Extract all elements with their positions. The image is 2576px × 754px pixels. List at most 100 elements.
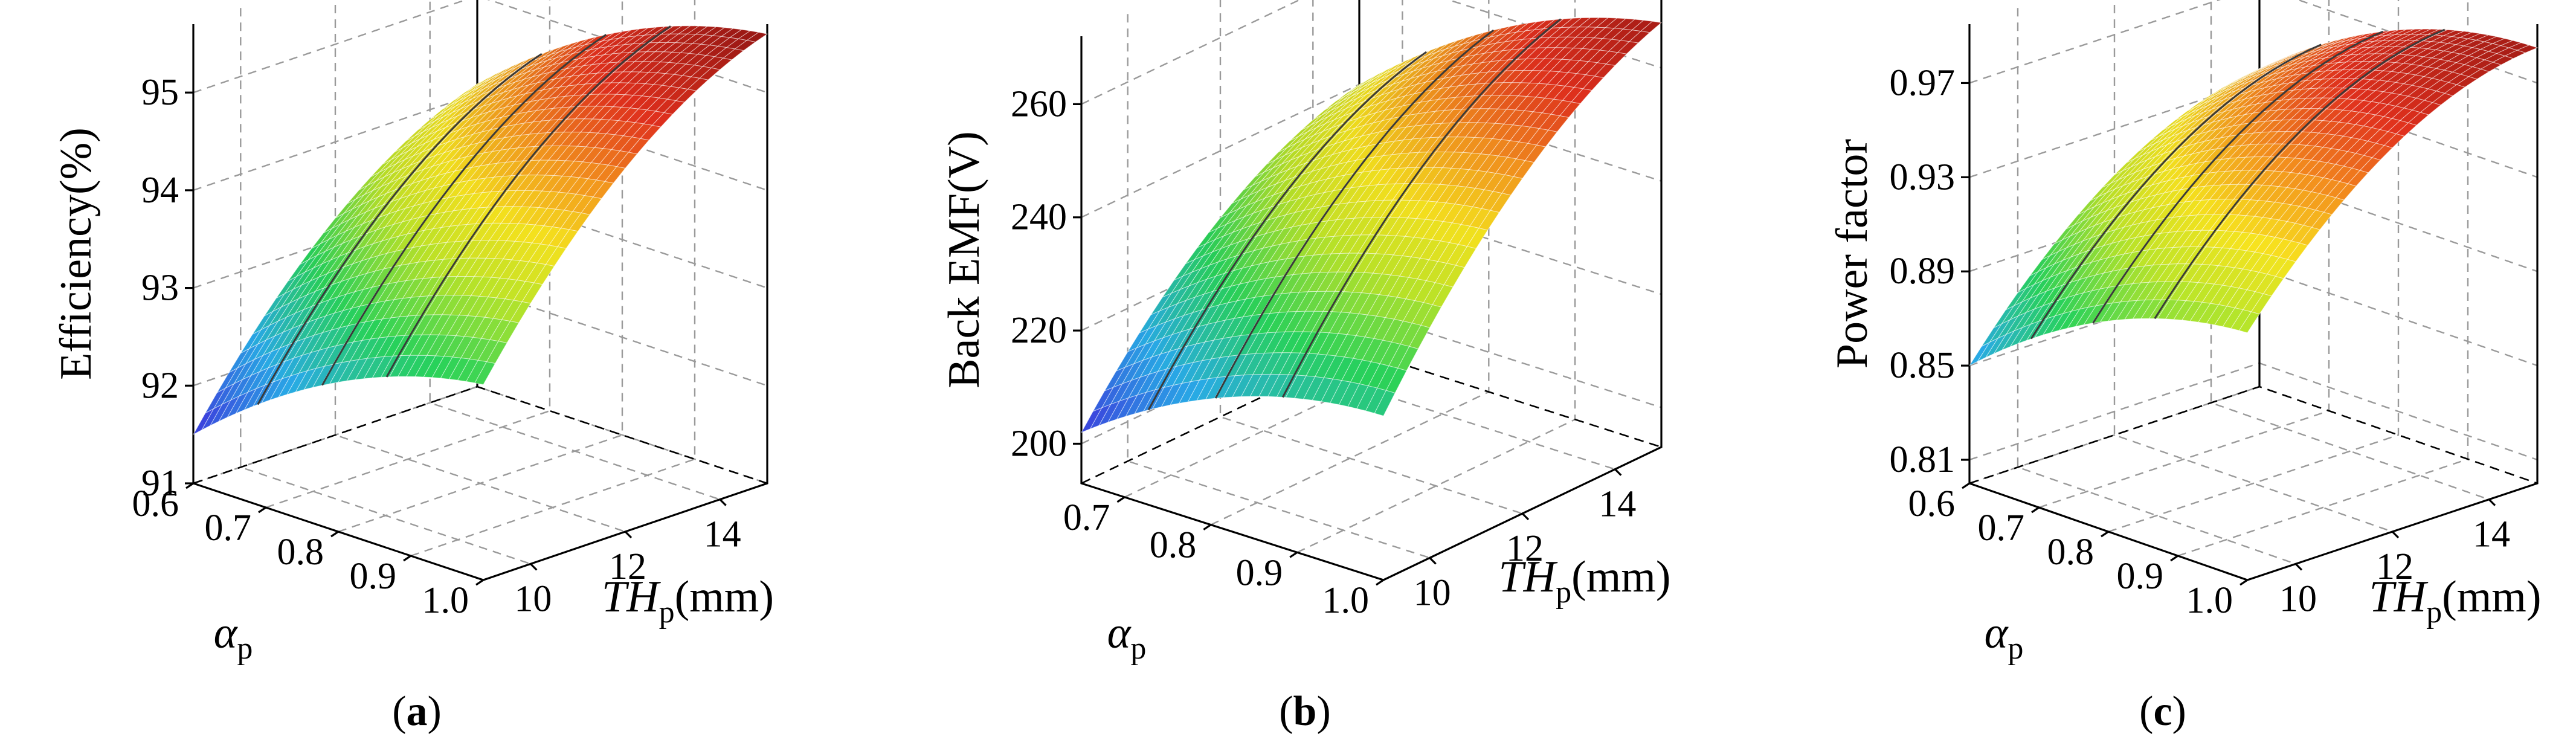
x-tick-label: 1.0 <box>1322 580 1370 621</box>
z-gridline <box>1969 0 2538 84</box>
y-tick <box>2294 563 2303 571</box>
x-tick-label: 0.8 <box>2047 532 2095 573</box>
z-tick-label: 0.89 <box>1890 251 1956 292</box>
surface <box>1080 17 1663 433</box>
y-gridline <box>1127 14 1431 559</box>
x-tick-label: 0.9 <box>350 556 397 597</box>
x-axis-title: αp <box>1985 608 2024 666</box>
axis-titles: Power factor αp THp(mm) <box>1827 139 2542 666</box>
tick-labels: 200 220 240 260 0.7 0.8 0.9 1.0 10 12 14 <box>1011 83 1636 621</box>
x-tick <box>330 530 339 538</box>
z-gridline <box>193 385 768 485</box>
z-axis-title: Power factor <box>1827 139 1877 369</box>
z-tick-label: 0.93 <box>1890 156 1956 198</box>
surface-contour <box>2092 30 2384 324</box>
x-tick-label: 0.7 <box>1978 507 2025 549</box>
surface-contour <box>2030 44 2322 340</box>
y-tick-label: 10 <box>514 578 552 619</box>
y-axis-title: THp(mm) <box>1498 552 1670 610</box>
z-tick-label: 93 <box>141 268 179 309</box>
frame-floor-dashed <box>193 385 768 485</box>
z-tick-label: 0.81 <box>1890 439 1956 480</box>
y-tick <box>1521 512 1530 521</box>
x-tick-label: 1.0 <box>2186 580 2233 621</box>
tick-labels: 91 92 93 94 95 0.6 0.7 0.8 0.9 1.0 10 12 14 <box>132 72 741 621</box>
y-gridline <box>429 0 721 500</box>
frame-floor-dashed <box>1969 385 2538 485</box>
x-tick <box>258 506 266 514</box>
x-axis-title: αp <box>1107 608 1147 666</box>
panel-caption: (c) <box>2139 688 2186 735</box>
x-tick <box>403 555 411 562</box>
surface-contour <box>2154 28 2446 320</box>
x-tick-label: 0.9 <box>1236 552 1283 593</box>
tick-labels: 0.81 0.85 0.89 0.93 0.97 0.6 0.7 0.8 0.9 1.0 10 12 1… <box>1890 62 2511 621</box>
surface-contour <box>321 34 607 386</box>
y-tick <box>1429 557 1437 565</box>
z-axis-title: Back EMF(V) <box>939 131 989 388</box>
y-tick <box>719 498 727 506</box>
y-gridline <box>334 0 626 533</box>
z-tick-label: 95 <box>141 72 179 113</box>
x-tick <box>475 579 484 586</box>
surface-contour <box>1147 51 1427 411</box>
x-tick-label: 0.6 <box>1908 483 1956 524</box>
x-tick <box>1376 579 1384 586</box>
y-tick-label: 12 <box>2376 546 2413 587</box>
y-tick-label: 10 <box>2279 578 2317 619</box>
z-tick-label: 0.97 <box>1890 62 1956 103</box>
z-tick-label: 92 <box>141 365 179 406</box>
x-tick <box>1203 524 1212 530</box>
panel-c: 0.81 0.85 0.89 0.93 0.97 0.6 0.7 0.8 0.9 1.0 10 12 1… <box>1827 0 2542 735</box>
surface-patch <box>2238 311 2260 334</box>
y-tick-label: 14 <box>1599 484 1636 525</box>
x-tick-label: 0.7 <box>1063 497 1110 538</box>
x-tick-label: 0.7 <box>205 507 252 549</box>
surface-contour <box>385 25 671 378</box>
axis-titles: Back EMF(V) αp THp(mm) <box>939 131 1671 666</box>
y-tick-label: 12 <box>609 546 646 587</box>
z-tick-label: 220 <box>1011 310 1067 351</box>
surface-patch <box>1374 390 1396 416</box>
z-tick-label: 260 <box>1011 83 1067 124</box>
y-tick <box>2488 498 2496 506</box>
y-gridline <box>1312 0 1615 470</box>
y-tick-label: 14 <box>2473 514 2510 555</box>
y-tick <box>1614 468 1622 476</box>
z-tick-label: 240 <box>1011 197 1067 238</box>
surface-patch <box>474 361 496 385</box>
y-axis-title: THp(mm) <box>602 572 774 630</box>
z-tick-label: 0.85 <box>1890 345 1956 386</box>
x-tick <box>1962 482 1970 489</box>
surface <box>192 25 768 436</box>
x-tick <box>185 482 194 489</box>
y-axis-title: THp(mm) <box>2369 572 2541 630</box>
z-gridline <box>1969 362 2538 461</box>
y-tick-label: 12 <box>1506 528 1544 569</box>
y-tick <box>530 563 538 571</box>
x-tick <box>2170 555 2178 562</box>
axis-titles: Efficiency(%) αp THp(mm) <box>51 127 774 666</box>
z-tick-label: 200 <box>1011 423 1067 464</box>
x-tick <box>2031 506 2040 514</box>
surface-contour <box>1281 18 1562 398</box>
x-tick-label: 1.0 <box>422 580 469 621</box>
y-gridline <box>2017 8 2296 565</box>
y-tick <box>2391 530 2400 539</box>
surface-contour <box>1214 29 1495 399</box>
z-tick-label: 94 <box>141 170 179 211</box>
surface-contour <box>257 53 543 405</box>
x-axis-title: αp <box>214 608 253 666</box>
x-tick-label: 0.6 <box>132 483 179 524</box>
y-gridline <box>1219 0 1523 515</box>
y-tick-label: 10 <box>1414 572 1451 613</box>
z-gridline <box>1081 0 1662 105</box>
x-tick <box>1289 551 1298 558</box>
z-tick-label: 91 <box>141 463 179 504</box>
x-tick-label: 0.9 <box>2117 556 2164 597</box>
panel-caption: (a) <box>392 688 442 735</box>
x-tick <box>2101 530 2109 538</box>
